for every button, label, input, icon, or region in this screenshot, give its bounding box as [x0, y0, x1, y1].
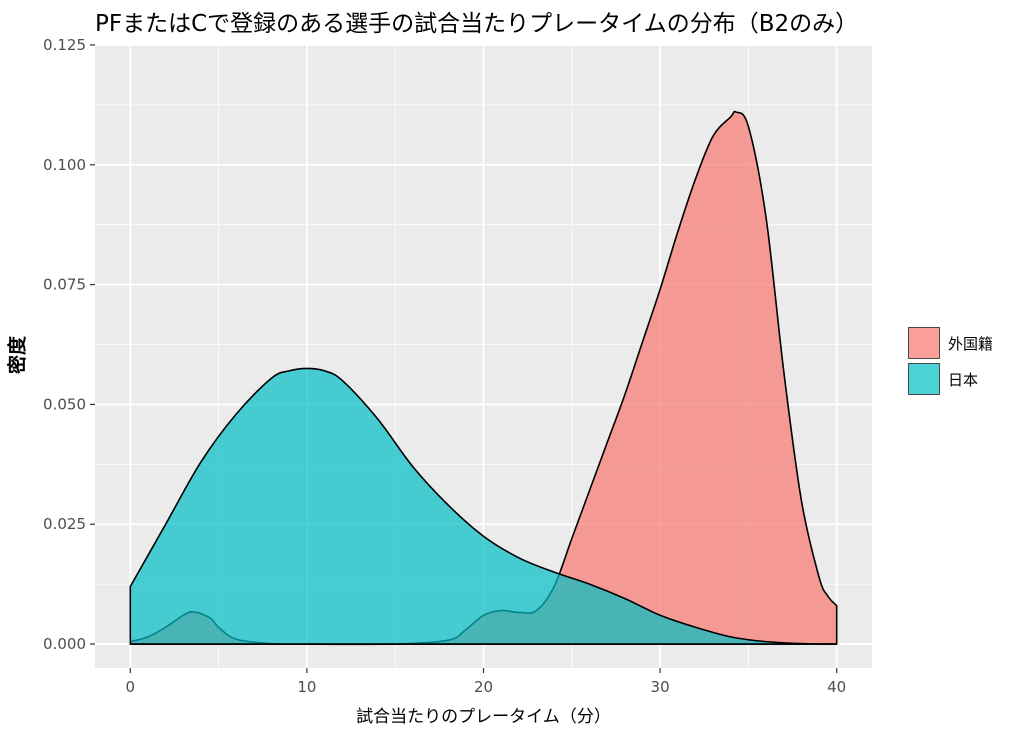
legend-item-foreign: 外国籍 [908, 325, 993, 361]
x-tick-label: 10 [297, 678, 316, 696]
legend-label-foreign: 外国籍 [948, 334, 994, 353]
y-tick-label: 0.000 [43, 635, 86, 653]
x-tick-label: 40 [827, 678, 846, 696]
density-area-japan [129, 367, 838, 645]
y-tick-label: 0.025 [43, 515, 86, 533]
y-tick-label: 0.050 [43, 395, 86, 413]
legend: 外国籍 日本 [908, 325, 993, 397]
density-areas [129, 110, 838, 646]
y-tick-label: 0.125 [43, 36, 86, 54]
legend-key-japan [908, 363, 940, 395]
legend-key-foreign [908, 327, 940, 359]
y-axis: 0.000 0.025 0.050 0.075 0.100 0.125 [43, 36, 95, 653]
legend-label-japan: 日本 [948, 370, 979, 389]
x-tick-label: 20 [474, 678, 493, 696]
y-axis-label: 密度 [6, 335, 29, 375]
x-tick-label: 0 [126, 678, 136, 696]
legend-item-japan: 日本 [908, 361, 993, 397]
x-axis-label: 試合当たりのプレータイム（分） [356, 707, 611, 727]
y-tick-label: 0.075 [43, 276, 86, 294]
x-axis: 0 10 20 30 40 [126, 668, 846, 696]
x-tick-label: 30 [651, 678, 670, 696]
y-tick-label: 0.100 [43, 156, 86, 174]
chart-title: PFまたはCで登録のある選手の試合当たりプレータイムの分布（B2のみ） [95, 11, 859, 37]
